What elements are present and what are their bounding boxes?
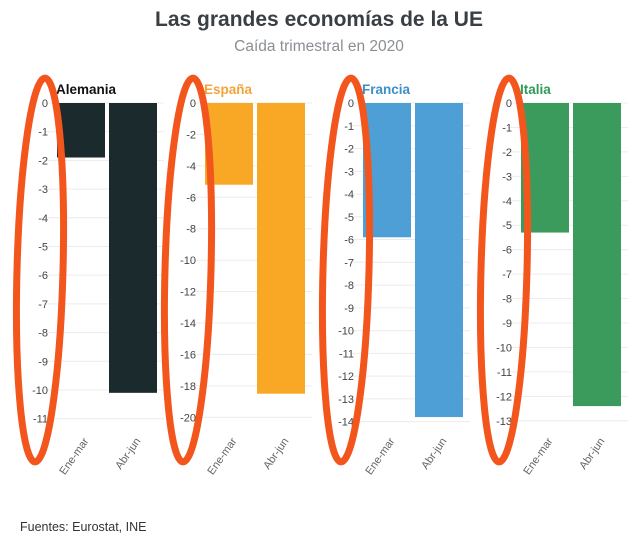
y-tick-label: -9: [38, 356, 48, 368]
x-tick-label: Ene-mar: [205, 436, 239, 478]
panel-title-espana: España: [204, 82, 253, 97]
x-tick-label: Ene-mar: [57, 436, 91, 478]
y-tick-label: 0: [42, 98, 48, 110]
panel-espana: 0 -2 -4 -6 -8 -10 -12 -14 -16 -18 -20 Ene-mar Abr-ju…: [160, 74, 312, 478]
y-tick-label: -4: [38, 213, 48, 225]
bar-espana-abr-jun: [257, 103, 305, 394]
y-tick-label: -6: [502, 245, 512, 257]
y-tick-label: -9: [502, 318, 512, 330]
y-tick-label: -10: [32, 385, 48, 397]
y-tick-label: -7: [38, 299, 48, 311]
chart-subtitle: Caída trimestral en 2020: [234, 38, 404, 55]
x-tick-label: Abr-jun: [113, 436, 143, 472]
x-tick-label: Abr-jun: [261, 436, 291, 472]
y-tick-label: -8: [38, 328, 48, 340]
x-tick-label: Ene-mar: [521, 436, 555, 478]
y-tick-label: -2: [38, 155, 48, 167]
panel-francia: 0 -1 -2 -3 -4 -5 -6 -7 -8 -9 -10 -11 -12 -13 -14 Ene-ma…: [318, 74, 470, 478]
y-tick-label: -5: [502, 220, 512, 232]
y-tick-label: 0: [506, 98, 512, 110]
panel-title-italia: Italia: [520, 82, 551, 97]
y-tick-label: -14: [180, 318, 196, 330]
annotation-oval: [160, 74, 216, 466]
annotation-oval: [318, 74, 374, 466]
y-tick-label: -2: [344, 144, 354, 156]
y-tick-label: 0: [190, 98, 196, 110]
y-tick-label: -7: [502, 269, 512, 281]
y-tick-label: -10: [180, 255, 196, 267]
y-tick-label: -5: [344, 212, 354, 224]
bar-francia-abr-jun: [415, 103, 463, 418]
panel-title-francia: Francia: [362, 82, 411, 97]
bar-alemania-ene-mar: [57, 103, 105, 158]
y-tick-label: -12: [496, 391, 512, 403]
source-note: Fuentes: Eurostat, INE: [20, 520, 147, 534]
panel-title-alemania: Alemania: [56, 82, 117, 97]
y-tick-label: -11: [497, 367, 512, 379]
y-tick-label: -6: [186, 192, 196, 204]
y-tick-label: -8: [344, 280, 354, 292]
y-tick-label: -4: [186, 161, 196, 173]
y-tick-label: -12: [338, 371, 354, 383]
y-tick-label: -8: [502, 294, 512, 306]
y-tick-label: -4: [344, 189, 354, 201]
panel-alemania: 0 -1 -2 -3 -4 -5 -6 -7 -8 -9 -10 -11 Ene-mar Abr-jun A…: [12, 74, 164, 478]
x-tick-label: Ene-mar: [363, 436, 397, 478]
panel-italia: 0 -1 -2 -3 -4 -5 -6 -7 -8 -9 -10 -11 -12 -13 Ene-mar Ab…: [476, 74, 628, 478]
y-tick-label: -6: [38, 270, 48, 282]
y-tick-label: -10: [338, 326, 354, 338]
y-tick-label: -3: [38, 184, 48, 196]
annotation-oval: [476, 74, 532, 466]
y-tick-label: -10: [496, 342, 512, 354]
y-tick-label: -16: [180, 349, 196, 361]
x-tick-label: Abr-jun: [419, 436, 449, 472]
bar-alemania-abr-jun: [109, 103, 157, 393]
y-tick-label: -8: [186, 224, 196, 236]
y-tick-label: -14: [338, 417, 354, 429]
y-tick-label: -2: [186, 129, 196, 141]
y-tick-label: -9: [344, 303, 354, 315]
y-tick-label: -13: [338, 394, 354, 406]
y-tick-label: -1: [38, 127, 48, 139]
y-tick-label: -18: [180, 381, 196, 393]
y-tick-label: -3: [344, 166, 354, 178]
y-tick-label: -1: [344, 121, 354, 133]
y-tick-label: -11: [339, 348, 354, 360]
y-tick-label: -11: [33, 414, 48, 426]
y-tick-label: -6: [344, 235, 354, 247]
annotation-oval: [12, 74, 68, 466]
y-tick-label: -7: [344, 257, 354, 269]
chart-title: Las grandes economías de la UE: [155, 8, 483, 31]
y-tick-label: -3: [502, 171, 512, 183]
y-tick-label: -20: [180, 412, 196, 424]
y-tick-label: -12: [180, 287, 196, 299]
y-tick-label: -2: [502, 147, 512, 159]
y-tick-label: -5: [38, 241, 48, 253]
x-tick-label: Abr-jun: [577, 436, 607, 472]
bar-italia-abr-jun: [573, 103, 621, 407]
y-tick-label: -4: [502, 196, 512, 208]
y-tick-label: -1: [502, 122, 512, 134]
y-tick-label: 0: [348, 98, 354, 110]
y-tick-label: -13: [496, 416, 512, 428]
